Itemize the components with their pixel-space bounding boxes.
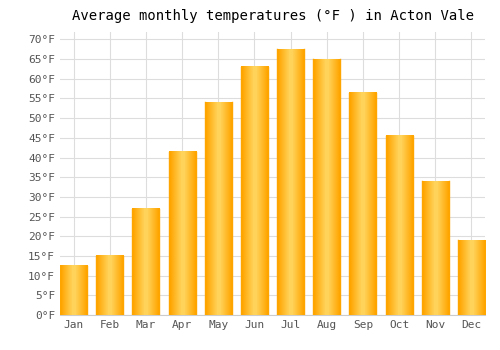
Bar: [204, 102, 232, 315]
Bar: [313, 59, 340, 315]
Bar: [277, 49, 304, 315]
Bar: [132, 209, 160, 315]
Bar: [96, 256, 124, 315]
Bar: [350, 92, 376, 315]
Bar: [386, 136, 412, 315]
Bar: [241, 67, 268, 315]
Bar: [168, 152, 196, 315]
Bar: [422, 181, 449, 315]
Bar: [60, 266, 87, 315]
Bar: [458, 240, 485, 315]
Title: Average monthly temperatures (°F ) in Acton Vale: Average monthly temperatures (°F ) in Ac…: [72, 9, 473, 23]
